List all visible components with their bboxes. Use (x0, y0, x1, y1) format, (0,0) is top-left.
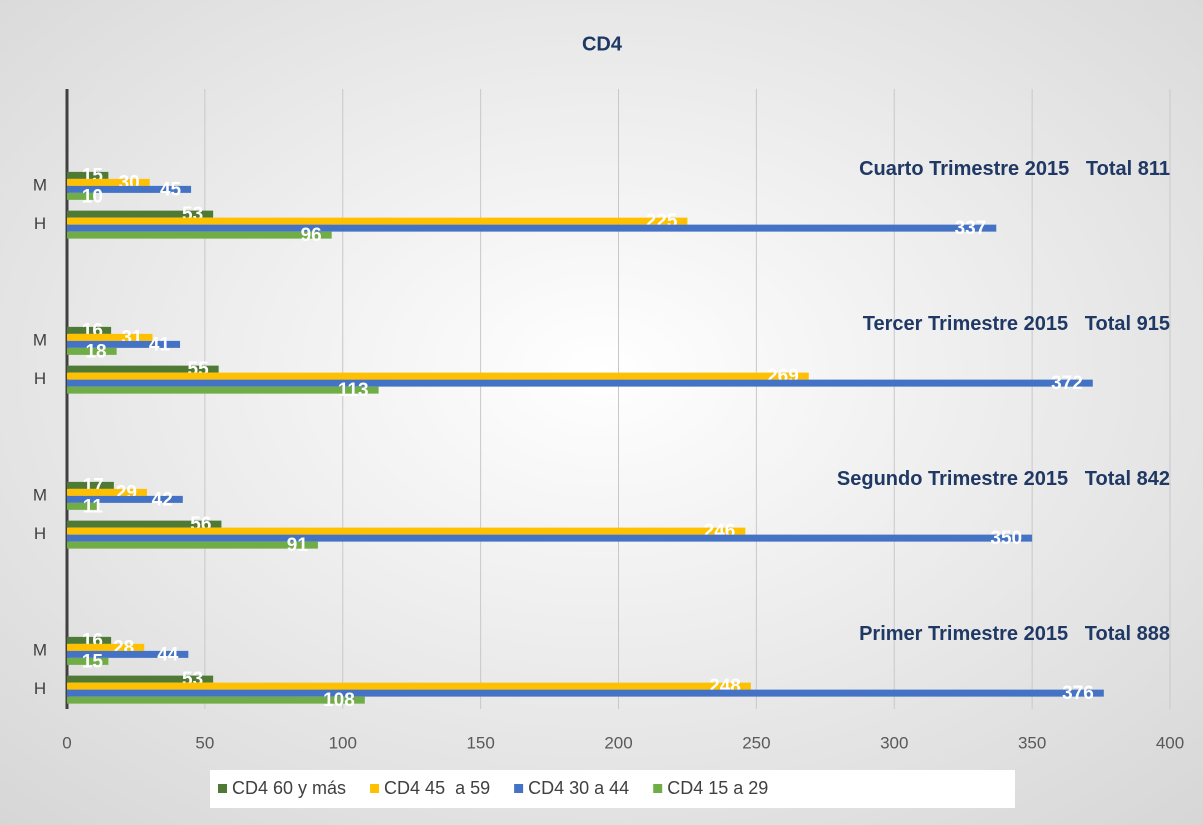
data-label: 11 (83, 496, 104, 517)
y-tick-label: H (34, 679, 46, 698)
bar (67, 178, 150, 186)
x-tick-label: 0 (62, 733, 71, 752)
data-label: 376 (1062, 683, 1094, 704)
x-tick-label: 50 (195, 733, 214, 752)
y-tick-label: M (33, 640, 47, 659)
bar (67, 689, 1104, 697)
x-tick-label: 300 (880, 733, 908, 752)
bar (67, 643, 145, 651)
legend-swatch (514, 784, 524, 793)
bar (67, 217, 688, 225)
bar (67, 650, 189, 658)
bar (67, 347, 117, 355)
data-label: 41 (149, 334, 171, 355)
data-label: 96 (301, 225, 322, 246)
data-label: 113 (338, 380, 369, 401)
y-tick-label: M (33, 330, 47, 349)
data-label: 42 (152, 489, 173, 510)
bar (67, 534, 1033, 542)
bar (67, 696, 365, 704)
bar (67, 340, 181, 348)
bar (67, 675, 214, 683)
bar (67, 502, 98, 510)
legend-label: CD4 30 a 44 (528, 778, 629, 798)
bar (67, 326, 112, 334)
y-tick-label: H (34, 524, 46, 543)
x-tick-label: 100 (329, 733, 357, 752)
bar (67, 527, 746, 535)
bar (67, 495, 183, 503)
bar (67, 379, 1093, 387)
bar (67, 636, 112, 644)
data-label: 372 (1051, 373, 1083, 394)
data-label: 350 (990, 528, 1022, 549)
legend-label: CD4 45 a 59 (384, 778, 490, 798)
bar (67, 333, 153, 341)
x-tick-label: 150 (466, 733, 494, 752)
chart-title: CD4 (582, 33, 623, 55)
y-tick-label: M (33, 485, 47, 504)
bar (67, 386, 379, 394)
x-tick-label: 350 (1018, 733, 1046, 752)
data-label: 18 (85, 341, 106, 362)
legend-swatch (653, 784, 663, 793)
bar (67, 365, 219, 373)
bar (67, 541, 318, 549)
bar (67, 657, 109, 665)
annotation: Segundo Trimestre 2015 Total 842 (837, 468, 1170, 490)
bar (67, 224, 997, 232)
legend-swatch (218, 784, 227, 793)
legend-label: CD4 15 a 29 (667, 778, 768, 798)
bar (67, 192, 95, 200)
data-label: 44 (157, 644, 179, 665)
annotation: Cuarto Trimestre 2015 Total 811 (859, 158, 1170, 180)
data-label: 91 (287, 535, 309, 556)
legend-box (210, 770, 1015, 808)
bar (67, 520, 222, 528)
bar (67, 171, 109, 179)
data-label: 337 (955, 218, 987, 239)
x-tick-label: 400 (1156, 733, 1184, 752)
bar (67, 231, 332, 239)
annotation: Tercer Trimestre 2015 Total 915 (863, 313, 1170, 335)
bar (67, 488, 147, 496)
y-tick-label: H (34, 369, 46, 388)
annotation: Primer Trimestre 2015 Total 888 (859, 623, 1170, 645)
data-label: 108 (323, 690, 355, 711)
x-tick-label: 200 (604, 733, 632, 752)
bar (67, 481, 114, 489)
y-tick-label: H (34, 214, 46, 233)
bar (67, 372, 809, 380)
legend-label: CD4 60 y más (232, 778, 346, 798)
data-label: 10 (82, 186, 103, 207)
bar (67, 185, 192, 193)
bar (67, 682, 751, 690)
y-tick-label: M (33, 175, 47, 194)
legend-swatch (370, 784, 380, 793)
bar (67, 210, 214, 218)
x-tick-label: 250 (742, 733, 770, 752)
data-label: 45 (160, 179, 182, 200)
data-label: 15 (82, 651, 104, 672)
